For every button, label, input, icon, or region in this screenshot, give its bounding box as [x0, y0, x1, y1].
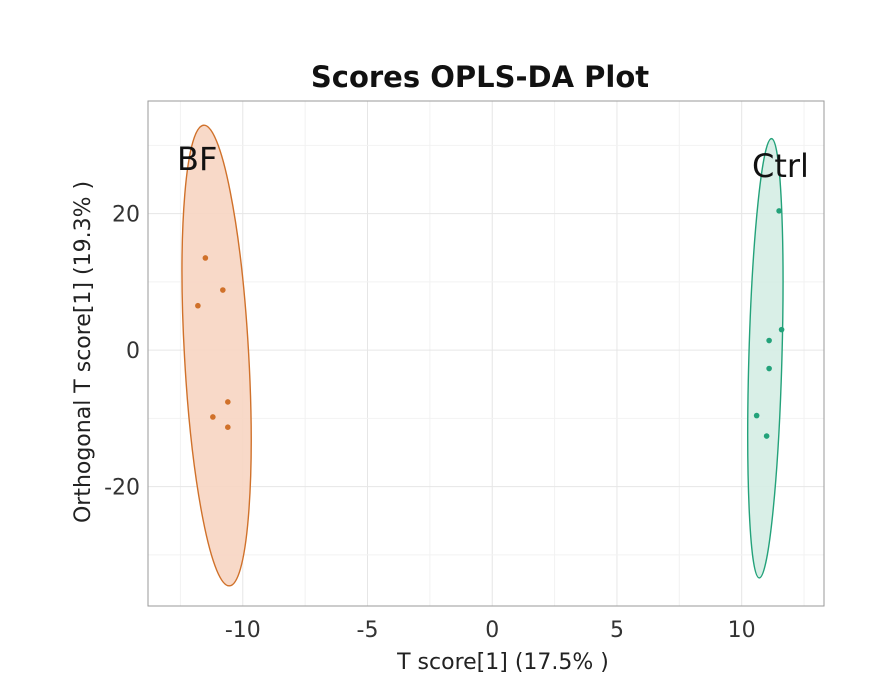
- x-tick-label: 5: [610, 618, 624, 643]
- point-ctrl: [778, 326, 785, 333]
- point-ctrl: [766, 337, 772, 344]
- point-ctrl: [753, 412, 760, 419]
- point-bf: [202, 255, 209, 261]
- ellipse-bf: [181, 124, 252, 587]
- confidence-ellipses: [181, 124, 784, 587]
- point-bf: [225, 399, 231, 405]
- ellipse-ctrl: [747, 137, 784, 579]
- x-axis-label: T score[1] (17.5% ): [396, 650, 609, 675]
- point-ctrl: [763, 433, 770, 439]
- y-tick-label: 0: [126, 339, 140, 364]
- x-tick-label: 0: [485, 618, 499, 643]
- point-bf: [220, 287, 226, 293]
- y-tick-label: 20: [112, 203, 140, 228]
- group-label-ctrl: Ctrl: [752, 147, 809, 185]
- point-bf: [210, 414, 216, 420]
- group-label-bf: BF: [177, 140, 217, 178]
- x-tick-label: -5: [357, 618, 379, 643]
- tick-labels: -10 -5 0 5 10 -20 0 20: [104, 203, 756, 643]
- x-tick-label: 10: [728, 618, 756, 643]
- y-axis-label: Orthogonal T score[1] (19.3% ): [71, 181, 96, 523]
- x-tick-label: -10: [225, 618, 261, 643]
- score-points: [195, 208, 785, 439]
- point-bf: [195, 302, 201, 309]
- y-tick-label: -20: [104, 476, 140, 501]
- point-ctrl: [776, 208, 782, 214]
- point-ctrl: [766, 365, 772, 372]
- plot-panel-border: [147, 100, 825, 607]
- chart-title: Scores OPLS-DA Plot: [311, 60, 649, 94]
- point-bf: [225, 424, 231, 431]
- grid-lines: [148, 101, 824, 606]
